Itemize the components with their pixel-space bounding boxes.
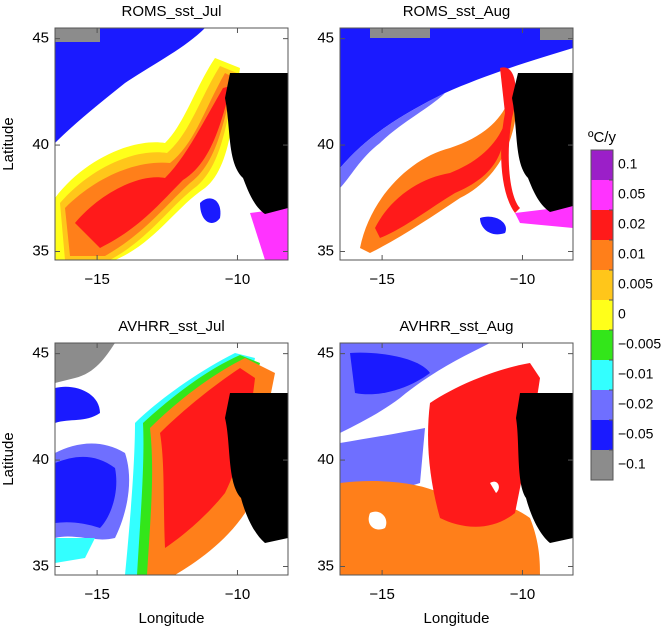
x-tick-label: −15: [369, 271, 394, 288]
y-tick-label: 35: [32, 242, 49, 259]
map-panel: [340, 28, 573, 260]
colorbar-frame: [590, 149, 614, 481]
colorbar-label: 0.05: [618, 186, 645, 202]
colorbar-label: 0.02: [618, 216, 645, 232]
map-frame: [339, 342, 574, 576]
y-tick-label: 45: [32, 345, 49, 362]
colorbar-swatch: [591, 180, 613, 210]
colorbar-label: 0.005: [618, 276, 653, 292]
y-tick-label: 35: [32, 557, 49, 574]
x-tick-label: −10: [510, 271, 535, 288]
colorbar-swatch: [591, 450, 613, 480]
colorbar-label: −0.1: [618, 456, 646, 472]
map-frame: [54, 27, 289, 261]
colorbar-swatch: [591, 270, 613, 300]
panel-title: ROMS_sst_Aug: [403, 3, 511, 20]
y-axis-label: Latitude: [0, 432, 17, 485]
colorbar-label: −0.01: [618, 366, 654, 382]
colorbar-swatch: [591, 150, 613, 180]
y-tick-label: 40: [317, 451, 334, 468]
y-tick-label: 35: [317, 242, 334, 259]
x-tick-label: −15: [84, 586, 109, 603]
y-tick-label: 45: [32, 30, 49, 47]
map-panel: [55, 28, 288, 260]
colorbar-swatch: [591, 360, 613, 390]
panel-title: ROMS_sst_Jul: [121, 3, 221, 20]
map-panel: [55, 343, 288, 575]
x-axis-label: Longitude: [139, 610, 205, 627]
y-tick-label: 40: [317, 136, 334, 153]
x-tick-label: −10: [225, 271, 250, 288]
y-tick-label: 40: [32, 451, 49, 468]
colorbar-swatch: [591, 240, 613, 270]
colorbar-label: −0.02: [618, 396, 654, 412]
colorbar-swatch: [591, 210, 613, 240]
colorbar-swatch: [591, 390, 613, 420]
y-tick-label: 45: [317, 345, 334, 362]
y-tick-label: 35: [317, 557, 334, 574]
map-panel: [340, 343, 573, 575]
x-tick-label: −10: [510, 586, 535, 603]
x-axis-label: Longitude: [424, 610, 490, 627]
colorbar-label: −0.05: [618, 426, 654, 442]
map-frame: [339, 27, 574, 261]
y-tick-label: 40: [32, 136, 49, 153]
colorbar-title: ºC/y: [588, 129, 616, 146]
x-tick-label: −10: [225, 586, 250, 603]
colorbar-label: −0.005: [618, 336, 661, 352]
panel-title: AVHRR_sst_Aug: [400, 318, 514, 335]
colorbar-label: 0.01: [618, 246, 645, 262]
colorbar-swatch: [591, 330, 613, 360]
panel-title: AVHRR_sst_Jul: [118, 318, 224, 335]
colorbar-label: 0.1: [618, 156, 638, 172]
colorbar-swatch: [591, 420, 613, 450]
y-tick-label: 45: [317, 30, 334, 47]
y-axis-label: Latitude: [0, 117, 17, 170]
x-tick-label: −15: [369, 586, 394, 603]
colorbar-label: 0: [618, 306, 626, 322]
map-frame: [54, 342, 289, 576]
colorbar-swatch: [591, 300, 613, 330]
x-tick-label: −15: [84, 271, 109, 288]
